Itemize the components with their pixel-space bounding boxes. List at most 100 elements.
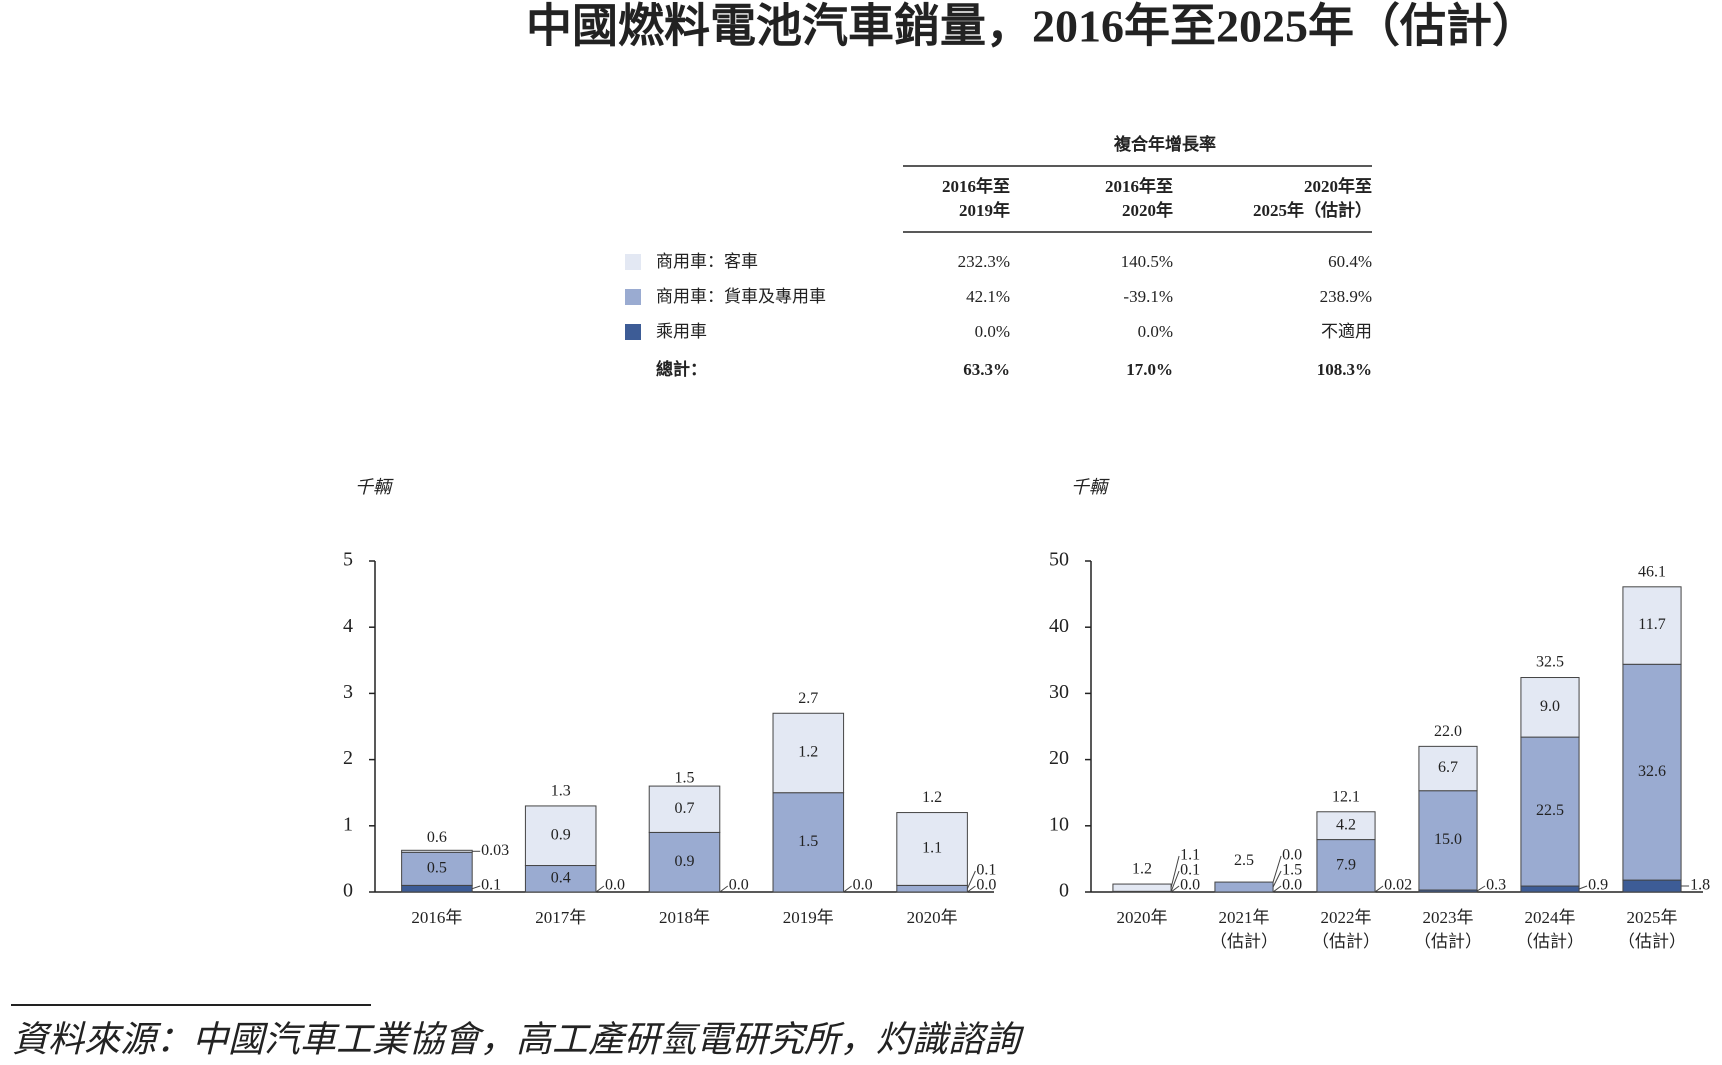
bar-segment bbox=[1316, 811, 1376, 841]
table-cell: -39.1% bbox=[1123, 287, 1173, 306]
value-label: 0.5 bbox=[427, 860, 447, 877]
value-label: 1.1 bbox=[922, 840, 942, 857]
leader-line bbox=[1374, 885, 1384, 893]
total-label: 46.1 bbox=[1638, 563, 1666, 580]
total-label: 2.7 bbox=[798, 690, 818, 707]
bar-segment bbox=[1112, 883, 1172, 892]
bar-segment bbox=[1622, 879, 1682, 893]
value-label: 9.0 bbox=[1540, 698, 1560, 715]
total-label: 1.5 bbox=[675, 769, 695, 786]
value-label: 0.0 bbox=[976, 877, 996, 894]
y-tick-label: 30 bbox=[1049, 681, 1069, 703]
leader-line bbox=[1170, 855, 1180, 888]
value-label: 0.9 bbox=[675, 853, 695, 870]
x-tick-label: 2025年（估計） bbox=[1618, 908, 1686, 951]
legend-swatch bbox=[625, 254, 641, 270]
value-label: 0.03 bbox=[481, 842, 509, 859]
table-row-label: 商用車：客車 bbox=[656, 252, 758, 271]
bar-segment bbox=[1520, 736, 1580, 887]
value-label: 0.0 bbox=[1282, 847, 1302, 864]
y-tick-label: 1 bbox=[343, 813, 353, 835]
legend-swatch bbox=[625, 324, 641, 340]
table-cell: 0.0% bbox=[1138, 322, 1173, 341]
value-label: 1.8 bbox=[1690, 877, 1710, 894]
value-label: 32.6 bbox=[1638, 763, 1666, 780]
value-label: 0.0 bbox=[729, 877, 749, 894]
total-label: 1.2 bbox=[1132, 861, 1152, 878]
value-label: 7.9 bbox=[1336, 856, 1356, 873]
leader-line bbox=[719, 885, 729, 893]
table-cell: 17.0% bbox=[1126, 360, 1173, 379]
leader-line bbox=[1578, 885, 1588, 890]
value-label: 0.0 bbox=[853, 877, 873, 894]
leader-line bbox=[843, 885, 852, 893]
value-label: 11.7 bbox=[1638, 616, 1665, 633]
x-tick-label: 2017年 bbox=[535, 908, 586, 927]
y-tick-label: 3 bbox=[343, 681, 353, 703]
y-axis-unit: 千輛 bbox=[355, 477, 394, 497]
leader-line bbox=[1272, 885, 1282, 893]
total-label: 22.0 bbox=[1434, 723, 1462, 740]
value-label: 0.4 bbox=[551, 869, 571, 886]
value-label: 1.5 bbox=[798, 833, 818, 850]
value-label: 1.5 bbox=[1282, 862, 1302, 879]
table-cell: 63.3% bbox=[963, 360, 1010, 379]
table-row-label: 總計： bbox=[656, 359, 707, 379]
total-label: 32.5 bbox=[1536, 654, 1564, 671]
leader-line bbox=[595, 885, 605, 893]
total-label: 0.6 bbox=[427, 829, 447, 846]
value-label: 0.0 bbox=[1282, 877, 1302, 894]
bar-segment bbox=[524, 805, 597, 867]
bar-segment bbox=[401, 884, 473, 893]
value-label: 22.5 bbox=[1536, 802, 1564, 819]
leader-line bbox=[1170, 870, 1180, 892]
value-label: 0.9 bbox=[1588, 877, 1608, 894]
bar-segment bbox=[1622, 663, 1682, 881]
bar-segment bbox=[1214, 881, 1274, 893]
value-label: 6.7 bbox=[1438, 759, 1458, 776]
value-label: 0.0 bbox=[605, 877, 625, 894]
leader-line bbox=[1170, 885, 1180, 893]
total-label: 1.3 bbox=[551, 783, 571, 800]
total-label: 1.2 bbox=[922, 789, 942, 806]
x-tick-label: 2024年（估計） bbox=[1516, 908, 1584, 951]
table-column-header: 2016年至 2019年 bbox=[942, 176, 1010, 220]
bar-segment bbox=[896, 812, 968, 886]
table-row-label: 乘用車 bbox=[656, 322, 707, 341]
bar-segment bbox=[1418, 790, 1478, 891]
bar-segment bbox=[1520, 885, 1580, 893]
leader-line bbox=[967, 885, 976, 893]
bar-segment bbox=[401, 849, 473, 853]
x-tick-label: 2019年 bbox=[783, 908, 834, 927]
bar-segment bbox=[1418, 745, 1478, 792]
y-tick-label: 2 bbox=[343, 747, 353, 769]
table-cell: 不適用 bbox=[1321, 322, 1372, 341]
value-label: 0.0 bbox=[1180, 877, 1200, 894]
y-tick-label: 50 bbox=[1049, 549, 1069, 571]
bar-segment bbox=[1520, 677, 1580, 738]
value-label: 0.02 bbox=[1384, 877, 1412, 894]
leader-line bbox=[1476, 885, 1486, 892]
y-tick-label: 0 bbox=[1059, 880, 1069, 902]
total-label: 12.1 bbox=[1332, 789, 1360, 806]
value-label: 0.1 bbox=[1180, 862, 1200, 879]
x-tick-label: 2023年（估計） bbox=[1414, 908, 1482, 951]
table-cell: 108.3% bbox=[1317, 360, 1372, 379]
y-tick-label: 0 bbox=[343, 880, 353, 902]
value-label: 4.2 bbox=[1336, 816, 1356, 833]
table-row-label: 商用車：貨車及專用車 bbox=[656, 287, 826, 306]
x-tick-label: 2021年（估計） bbox=[1210, 908, 1278, 951]
bar-segment bbox=[648, 785, 721, 833]
leader-line bbox=[1272, 855, 1282, 883]
table-cell: 42.1% bbox=[966, 287, 1010, 306]
y-tick-label: 5 bbox=[343, 549, 353, 571]
total-label: 2.5 bbox=[1234, 852, 1254, 869]
table-column-header: 2020年至 2025年（估計） bbox=[1253, 176, 1372, 220]
value-label: 0.7 bbox=[675, 800, 695, 817]
bar-segment bbox=[401, 851, 473, 886]
table-cell: 0.0% bbox=[975, 322, 1010, 341]
bar-segment bbox=[1316, 839, 1376, 893]
table-cell: 232.3% bbox=[958, 252, 1010, 271]
leader-line bbox=[1272, 870, 1282, 888]
